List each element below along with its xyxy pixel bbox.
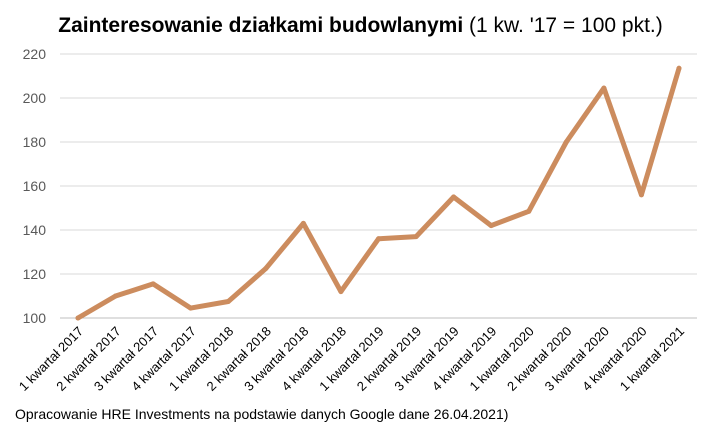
y-tick-label: 200 — [23, 90, 47, 106]
data-point — [638, 192, 644, 198]
chart-title-main: Zainteresowanie działkami budowlanymi — [58, 14, 464, 37]
data-point — [413, 234, 419, 240]
data-point — [488, 223, 494, 229]
series-layer — [75, 65, 682, 321]
data-point — [113, 293, 119, 299]
data-point — [563, 139, 569, 145]
y-tick-label: 140 — [23, 222, 47, 238]
y-tick-label: 100 — [23, 310, 47, 326]
chart-title: Zainteresowanie działkami budowlanymi (1… — [0, 12, 721, 40]
data-point — [75, 315, 81, 321]
x-tick-label: 1 kwartał 2017 — [16, 324, 86, 394]
y-axis-ticks: 100 120 140 160 180 200 220 — [23, 46, 47, 326]
data-point — [188, 305, 194, 311]
source-note: Opracowanie HRE Investments na podstawie… — [15, 406, 509, 422]
data-point — [376, 236, 381, 242]
data-point — [526, 208, 532, 214]
chart-subtitle: (1 kw. '17 = 100 pkt.) — [469, 14, 663, 37]
y-tick-label: 220 — [23, 46, 47, 62]
data-point — [338, 289, 344, 295]
gridlines — [60, 53, 697, 319]
data-point — [225, 299, 231, 304]
data-point — [263, 266, 269, 271]
data-point — [451, 194, 457, 200]
data-point — [150, 281, 156, 287]
y-tick-label: 160 — [23, 178, 47, 194]
y-tick-label: 180 — [23, 134, 47, 150]
data-point — [300, 220, 306, 226]
data-point — [601, 85, 607, 91]
y-tick-label: 120 — [23, 266, 47, 282]
data-point — [676, 65, 682, 71]
series-line — [75, 65, 682, 321]
